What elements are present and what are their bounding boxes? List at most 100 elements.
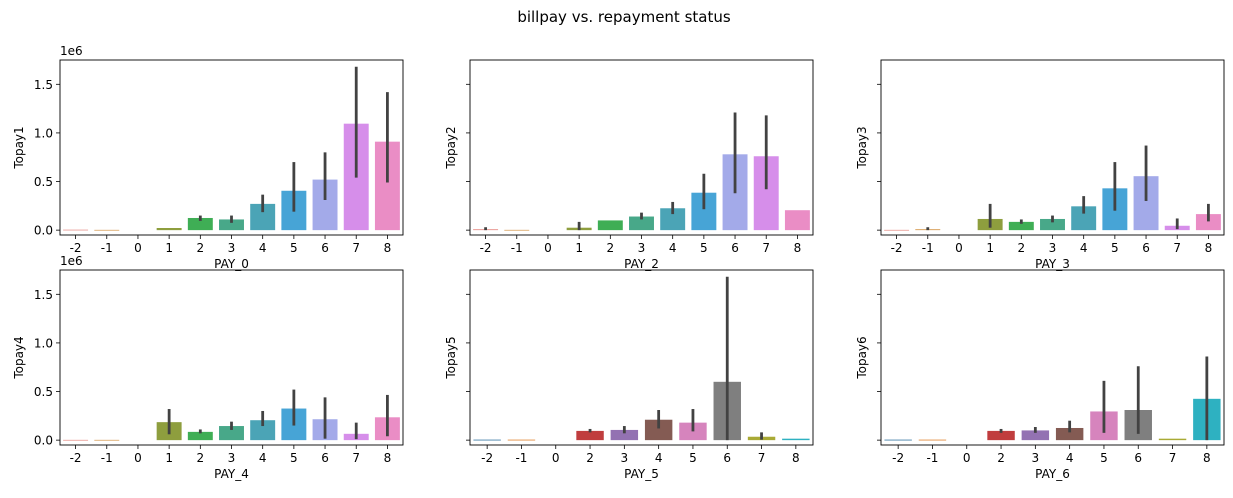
bar [507,439,536,441]
bar [250,420,276,441]
x-tick-label: 2 [1017,241,1025,255]
x-tick-label: 8 [384,451,392,465]
y-tick-label: 1.0 [34,126,53,140]
x-tick-label: 2 [586,451,594,465]
subplot-5: -2 -1 0 2 3 4 5 6 7 8 PAY_5 Topay5 [444,269,814,481]
y-tick-label: 0.5 [34,385,53,399]
x-tick-label: 3 [638,241,646,255]
bar [504,229,530,231]
x-tick-label: -2 [480,241,492,255]
x-axis-label: PAY_3 [1035,257,1070,271]
y-tick-label: 1.0 [34,336,53,350]
bar [63,439,89,441]
x-tick-label: 3 [621,451,629,465]
bar [884,439,912,441]
x-tick-label: 4 [1066,451,1074,465]
x-tick-label: 4 [259,451,267,465]
bar [918,439,947,441]
x-tick-label: 0 [552,451,560,465]
x-tick-label: 0 [963,451,971,465]
x-tick-label: 5 [1100,451,1108,465]
x-tick-label: 3 [228,451,236,465]
bar [784,210,810,231]
x-tick-label: -1 [101,451,113,465]
y-tick-label: 0.0 [34,224,53,238]
x-axis-label: PAY_0 [214,257,249,271]
x-tick-label: 6 [321,241,329,255]
x-tick-label: 5 [290,241,298,255]
x-tick-label: 7 [1173,241,1181,255]
x-tick-label: 2 [606,241,614,255]
y-tick-label: 0.5 [34,175,53,189]
bar [1195,214,1221,231]
x-tick-label: 8 [794,241,802,255]
x-tick-label: -1 [511,241,523,255]
x-tick-label: -1 [922,241,934,255]
x-axis-label: PAY_5 [624,467,659,481]
bar [1158,438,1187,441]
subplot-2: -2 -1 0 1 2 3 4 5 6 7 8 PAY_2 Topay2 [444,59,814,271]
x-tick-label: 3 [1032,451,1040,465]
x-tick-label: -2 [70,241,82,255]
axes-frame [880,269,1225,446]
bar [94,229,120,231]
x-tick-label: 1 [986,241,994,255]
x-tick-label: 4 [1080,241,1088,255]
x-tick-label: 6 [321,451,329,465]
x-tick-label: 2 [997,451,1005,465]
bar [610,429,639,441]
x-tick-label: 0 [544,241,552,255]
x-tick-label: 4 [259,241,267,255]
x-tick-label: 4 [655,451,663,465]
x-tick-label: -1 [101,241,113,255]
bar [660,208,686,231]
y-offset-label: 1e6 [60,44,83,58]
x-tick-label: -2 [481,451,493,465]
x-tick-label: 2 [196,451,204,465]
subplot-3: -2 -1 0 1 2 3 4 5 6 7 8 PAY_3 Topay3 [855,59,1225,271]
x-tick-label: 7 [1169,451,1177,465]
bar [219,426,244,441]
bar [1040,218,1065,231]
y-axis-label: Topay5 [444,336,458,379]
bar [644,419,673,441]
x-tick-label: 5 [290,451,298,465]
x-tick-label: 3 [1049,241,1057,255]
bar [1008,221,1034,231]
y-axis-label: Topay3 [855,126,869,169]
x-tick-label: 7 [352,241,360,255]
x-tick-label: -2 [70,451,82,465]
bar [597,220,623,231]
x-tick-label: 0 [134,451,142,465]
bar [884,229,910,231]
bar [94,439,120,441]
x-tick-label: 6 [731,241,739,255]
bar [219,219,244,231]
x-tick-label: 8 [384,241,392,255]
x-tick-label: 1 [165,451,173,465]
x-tick-label: 2 [196,241,204,255]
bar [629,216,654,231]
y-offset-label: 1e6 [60,254,83,268]
axes-frame [469,269,814,446]
x-tick-label: 8 [1203,451,1211,465]
x-axis-label: PAY_4 [214,467,249,481]
x-tick-label: 6 [1142,241,1150,255]
x-tick-label: 7 [758,451,766,465]
bar [987,430,1015,441]
x-tick-label: -1 [926,451,938,465]
bar [187,431,213,441]
x-axis-label: PAY_6 [1035,467,1070,481]
bar [782,438,810,441]
x-axis-label: PAY_2 [624,257,659,271]
y-axis-label: Topay2 [444,126,458,169]
bar [1071,206,1097,231]
subplot-4: -2 -1 0 1 2 3 4 5 6 7 8 0.0 0.5 1.0 1.5 1e6 PAY_4 Topay4 [12,254,404,481]
y-axis-label: Topay6 [855,336,869,379]
x-tick-label: 5 [1111,241,1119,255]
bar [187,217,213,231]
y-tick-label: 1.5 [34,78,53,92]
x-tick-label: 6 [1134,451,1142,465]
y-axis-label: Topay1 [12,126,26,169]
